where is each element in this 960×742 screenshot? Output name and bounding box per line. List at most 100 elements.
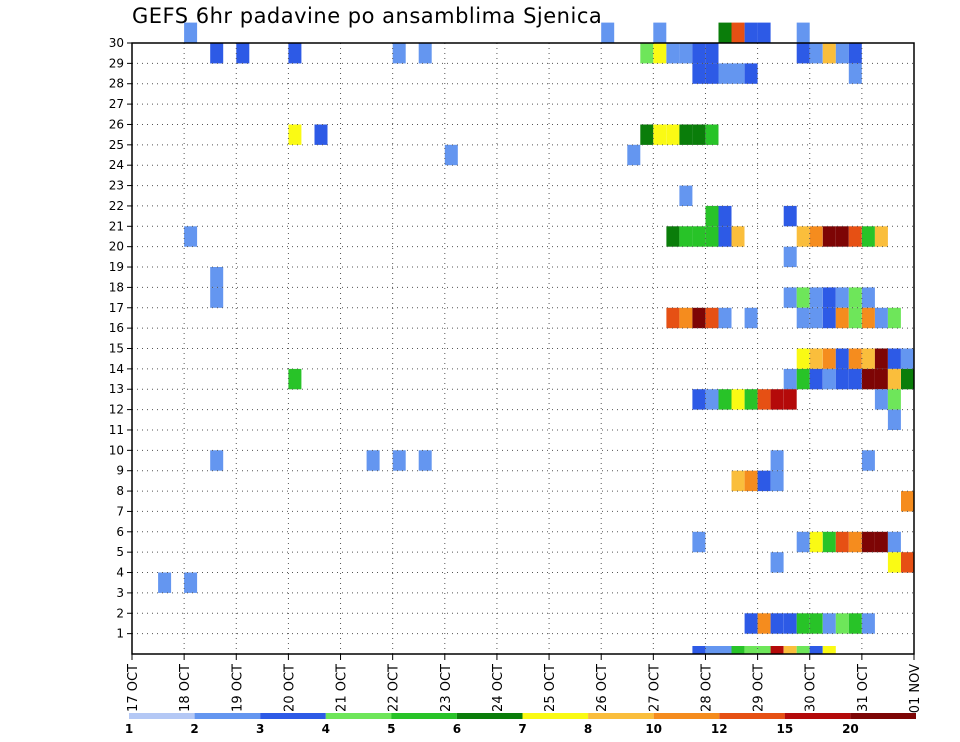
heatmap-cell [861,613,875,634]
heatmap-cell [184,226,198,247]
heatmap-cell [679,124,693,145]
y-tick-label: 3 [116,586,124,600]
heatmap-cell [887,552,901,573]
heatmap-cell [796,43,810,64]
heatmap-cell [679,307,693,329]
heatmap-cell [796,226,810,247]
heatmap-cell [236,43,250,64]
y-tick-label: 9 [116,464,124,478]
heatmap-cell [666,307,680,329]
heatmap-cell [770,389,784,410]
heatmap-cell [783,646,797,654]
heatmap-cell [861,226,875,247]
heatmap-cell [822,368,836,390]
colorbar-label: 7 [518,722,526,736]
heatmap-cell [718,63,732,84]
x-tick-label: 31 OCT [856,664,871,712]
y-tick-label: 26 [109,117,124,131]
heatmap-cell [874,531,888,553]
y-tick-label: 20 [109,240,124,254]
heatmap-cell [692,531,706,553]
heatmap-cell [288,124,302,145]
heatmap-cell [692,389,706,410]
colorbar-label: 4 [322,722,330,736]
y-tick-label: 14 [109,362,124,376]
heatmap-cell [757,22,771,43]
heatmap-cell [744,63,758,84]
heatmap-cell [809,287,823,308]
y-tick-label: 27 [109,97,124,111]
y-tick-label: 7 [116,504,124,518]
heatmap-cell [757,613,771,634]
colorbar-segment [653,713,720,719]
x-tick-label: 21 OCT [335,664,350,712]
heatmap-cell [640,124,654,145]
heatmap-cell [679,226,693,247]
colorbar-segment [194,713,261,719]
heatmap-cell [874,226,888,247]
heatmap-cell [861,368,875,390]
heatmap-cell [861,287,875,308]
x-tick-label: 18 OCT [178,664,193,712]
colorbar-segment [260,713,326,719]
heatmap-cell [418,450,432,471]
heatmap-cell [822,307,836,329]
colorbar-label: 1 [125,722,133,736]
heatmap-cell [835,531,849,553]
heatmap-cell [887,348,901,369]
colorbar-segment [588,713,654,719]
heatmap-cell [601,22,615,43]
heatmap-cell [288,368,302,390]
x-tick-label: 20 OCT [282,664,297,712]
y-tick-label: 17 [109,301,124,315]
heatmap-cell [835,43,849,64]
heatmap-cell [718,307,732,329]
heatmap-cell [796,368,810,390]
heatmap-cell [705,63,719,84]
heatmap-cell [822,613,836,634]
heatmap-cell [692,226,706,247]
heatmap-cell [184,572,198,593]
heatmap-cell [848,368,862,390]
heatmap-cell [822,646,836,654]
heatmap-cell [744,646,758,654]
heatmap-cell [444,144,458,166]
heatmap-cell [796,646,810,654]
heatmap-cell [770,450,784,471]
heatmap-cell [210,450,224,471]
heatmap-cell [718,22,732,43]
heatmap-cell [210,43,224,64]
colorbar-label: 10 [645,722,662,736]
heatmap-cell [809,531,823,553]
heatmap-cell [809,348,823,369]
heatmap-cell [822,287,836,308]
heatmap-cell [757,389,771,410]
heatmap-cell [653,124,667,145]
heatmap-cell [770,470,784,492]
heatmap-cell [809,226,823,247]
heatmap-cell [887,368,901,390]
heatmap-cell [705,646,719,654]
x-tick-label: 22 OCT [387,664,402,712]
y-tick-label: 18 [109,280,124,294]
heatmap-cell [848,531,862,553]
heatmap-cell [783,246,797,268]
heatmap-cell [718,226,732,247]
x-tick-label: 30 OCT [804,664,819,712]
heatmap-cell [874,368,888,390]
y-tick-label: 29 [109,56,124,70]
heatmap-cell [731,389,745,410]
heatmap-cell [679,43,693,64]
y-tick-label: 8 [116,484,124,498]
heatmap-cell [874,389,888,410]
heatmap-cell [731,646,745,654]
colorbar-label: 6 [453,722,461,736]
heatmap-cell [666,226,680,247]
x-tick-label: 29 OCT [752,664,767,712]
heatmap-cell [692,63,706,84]
heatmap-cell [731,63,745,84]
colorbar-segment [325,713,392,719]
heatmap-cell [627,144,641,166]
heatmap-cell [822,531,836,553]
heatmap-cell [692,43,706,64]
